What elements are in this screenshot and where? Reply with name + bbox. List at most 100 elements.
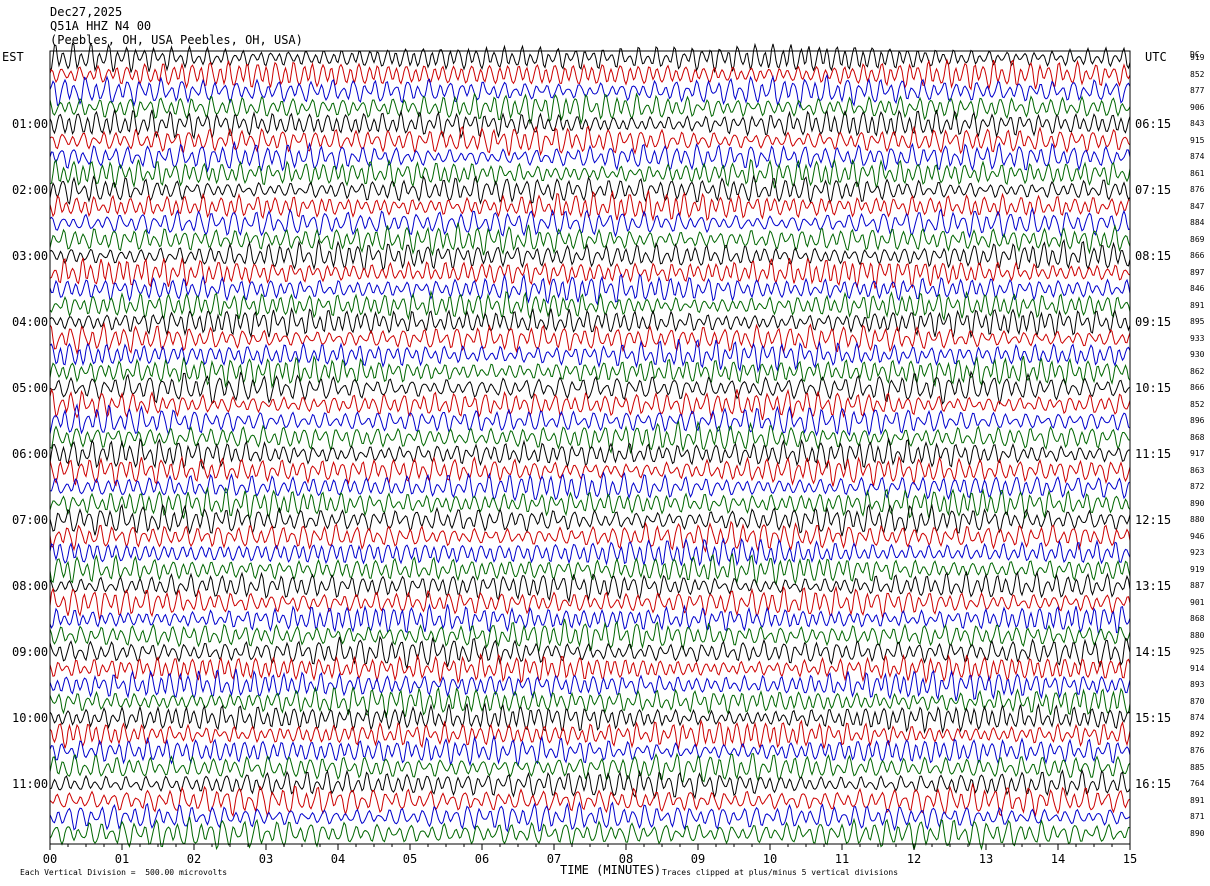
- dc-offset-label: 890: [1190, 828, 1205, 838]
- seismic-trace: [49, 92, 1131, 126]
- seismic-trace: [49, 73, 1131, 109]
- seismic-trace: [49, 685, 1131, 718]
- seismic-trace: [49, 520, 1131, 553]
- seismic-trace: [49, 174, 1131, 205]
- seismic-trace: [49, 257, 1131, 289]
- dc-offset-label: 866: [1190, 383, 1205, 392]
- left-hour-label: 10:00: [12, 711, 49, 725]
- seismic-trace: [49, 635, 1131, 671]
- x-tick-label: 04: [330, 852, 346, 866]
- right-hour-label: 09:15: [1135, 315, 1172, 329]
- dc-offset-label: 906: [1190, 102, 1205, 112]
- dc-offset-label: 887: [1190, 581, 1205, 590]
- dc-offset-label: 852: [1190, 399, 1205, 409]
- dc-offset-label: 877: [1190, 86, 1205, 95]
- dc-offset-label: 915: [1190, 135, 1205, 145]
- seismic-trace: [49, 355, 1131, 389]
- dc-offset-label: 923: [1190, 548, 1205, 557]
- seismic-trace: [49, 752, 1131, 783]
- seismic-trace: [49, 387, 1131, 421]
- dc-offset-label: 895: [1190, 317, 1205, 326]
- dc-offset-label: 914: [1190, 663, 1205, 673]
- x-tick-label: 07: [546, 852, 562, 866]
- seismic-trace: [49, 436, 1131, 470]
- seismic-trace: [49, 552, 1131, 587]
- right-hour-label: 12:15: [1135, 513, 1172, 527]
- seismic-trace: [49, 652, 1131, 685]
- dc-offset-label: 890: [1190, 498, 1205, 508]
- seismic-trace: [49, 206, 1131, 239]
- x-tick-label: 08: [618, 852, 634, 866]
- dc-offset-label: 891: [1190, 795, 1205, 805]
- seismic-trace: [49, 735, 1131, 767]
- dc-offset-label: 880: [1190, 630, 1205, 640]
- seismic-trace: [49, 585, 1131, 622]
- dc-header-label: DC: [1190, 50, 1200, 59]
- dc-offset-label: 868: [1190, 432, 1205, 442]
- dc-offset-label: 885: [1190, 762, 1205, 772]
- x-tick-label: 10: [762, 852, 778, 866]
- dc-offset-label: 919: [1190, 53, 1205, 62]
- left-hour-label: 01:00: [12, 117, 49, 131]
- dc-offset-label: 876: [1190, 185, 1205, 194]
- x-tick-label: 00: [42, 852, 58, 866]
- dc-offset-label: 892: [1190, 729, 1205, 739]
- footer-clip-note: Traces clipped at plus/minus 5 vertical …: [662, 868, 899, 877]
- seismic-trace: [49, 338, 1131, 373]
- header-location: (Peebles, OH, USA Peebles, OH, USA): [50, 33, 303, 47]
- right-timezone-label: UTC: [1145, 50, 1167, 64]
- left-hour-label: 05:00: [12, 381, 49, 395]
- seismic-trace: [49, 782, 1131, 818]
- right-hour-label: 13:15: [1135, 579, 1172, 593]
- seismic-trace: [49, 718, 1131, 751]
- left-hour-label: 09:00: [12, 645, 49, 659]
- left-hour-label: 07:00: [12, 513, 49, 527]
- seismic-trace: [49, 486, 1131, 520]
- dc-offset-label: 896: [1190, 416, 1205, 425]
- dc-offset-label: 764: [1190, 779, 1205, 788]
- seismic-trace: [49, 668, 1131, 702]
- seismic-trace: [49, 58, 1131, 91]
- header-station: Q51A HHZ N4 00: [50, 19, 152, 33]
- seismic-trace: [49, 503, 1131, 537]
- dc-offset-label: 871: [1190, 812, 1205, 821]
- footer-vertical-division: Each Vertical Division = 500.00 microvol…: [20, 868, 228, 877]
- left-hour-label: 04:00: [12, 315, 49, 329]
- seismic-trace: [49, 158, 1131, 189]
- seismic-trace: [49, 273, 1131, 307]
- left-timezone-label: EST: [2, 50, 24, 64]
- dc-offset-label: 876: [1190, 746, 1205, 755]
- dc-offset-label: 933: [1190, 333, 1205, 343]
- seismic-trace: [49, 768, 1131, 800]
- seismic-trace: [49, 321, 1131, 355]
- dc-offset-label: 868: [1190, 614, 1205, 623]
- right-hour-label: 07:15: [1135, 183, 1172, 197]
- seismic-trace: [49, 801, 1131, 833]
- left-hour-label: 11:00: [12, 777, 49, 791]
- x-tick-label: 13: [978, 852, 994, 866]
- x-tick-marks: [49, 844, 1131, 850]
- right-hour-label: 11:15: [1135, 447, 1172, 461]
- right-hour-label: 14:15: [1135, 645, 1172, 659]
- x-tick-label: 02: [186, 852, 202, 866]
- dc-offset-label: 863: [1190, 465, 1205, 475]
- dc-offset-label: 919: [1190, 564, 1205, 574]
- dc-offset-label: 869: [1190, 234, 1205, 244]
- dc-offset-label: 874: [1190, 713, 1205, 722]
- dc-offset-label: 870: [1190, 696, 1205, 706]
- right-hour-label: 06:15: [1135, 117, 1172, 131]
- dc-offset-label: 874: [1190, 152, 1205, 161]
- left-hour-label: 02:00: [12, 183, 49, 197]
- left-hour-label: 08:00: [12, 579, 49, 593]
- dc-offset-label: 866: [1190, 251, 1205, 260]
- seismic-trace: [49, 140, 1131, 173]
- x-tick-label: 03: [258, 852, 274, 866]
- right-hour-label: 16:15: [1135, 777, 1172, 791]
- x-tick-label: 06: [474, 852, 490, 866]
- dc-offset-label: 893: [1190, 680, 1205, 689]
- dc-offset-label: 880: [1190, 515, 1205, 524]
- right-hour-label: 15:15: [1135, 711, 1172, 725]
- dc-offset-label: 852: [1190, 69, 1205, 79]
- x-tick-label: 09: [690, 852, 706, 866]
